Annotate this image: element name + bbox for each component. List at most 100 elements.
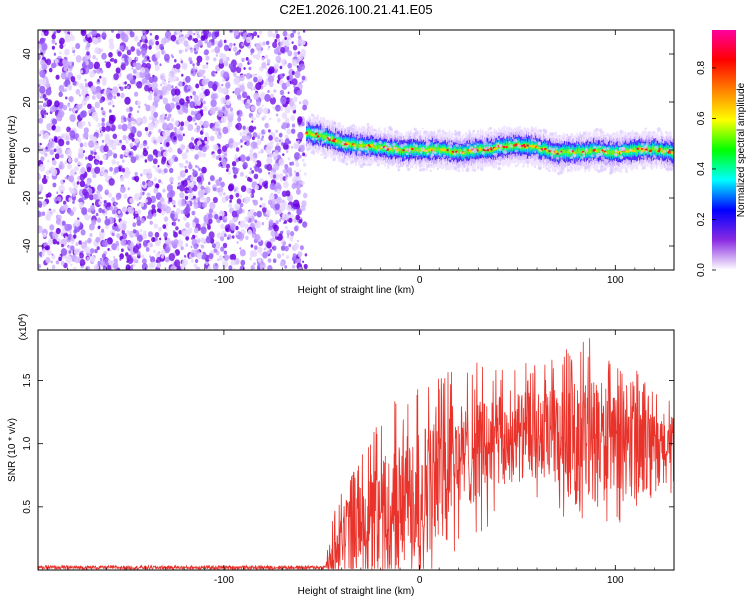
noise-blob — [211, 126, 216, 132]
noise-blob — [41, 177, 48, 185]
noise-blob — [190, 183, 194, 189]
noise-blob — [90, 85, 96, 93]
noise-blob — [250, 106, 254, 110]
noise-blob — [239, 233, 245, 240]
noise-blob — [220, 115, 227, 124]
noise-blob — [254, 234, 261, 241]
noise-blob — [47, 239, 53, 246]
noise-blob — [51, 264, 56, 270]
noise-blob — [52, 159, 57, 166]
noise-blob — [164, 246, 170, 254]
noise-blob — [261, 57, 265, 61]
noise-blob — [100, 69, 104, 74]
noise-blob — [62, 104, 68, 111]
noise-blob — [241, 57, 245, 63]
noise-blob — [107, 264, 112, 270]
noise-blob — [236, 241, 239, 244]
noise-blob — [79, 173, 86, 181]
noise-blob — [139, 228, 143, 233]
noise-blob — [188, 97, 192, 101]
noise-blob — [113, 138, 120, 146]
noise-blob — [84, 247, 88, 252]
noise-blob — [137, 203, 140, 207]
noise-blob — [214, 106, 219, 112]
noise-blob — [294, 170, 297, 174]
noise-blob — [249, 167, 252, 171]
noise-blob — [287, 62, 293, 69]
noise-blob — [261, 222, 265, 226]
noise-blob — [136, 81, 143, 89]
noise-blob — [111, 243, 118, 251]
noise-blob — [253, 126, 257, 130]
noise-blob — [174, 120, 179, 127]
noise-blob — [282, 30, 288, 37]
noise-blob — [147, 133, 151, 138]
noise-blob — [194, 122, 197, 126]
noise-blob — [104, 114, 107, 118]
noise-blob — [234, 203, 241, 211]
noise-blob — [232, 91, 235, 94]
noise-blob — [129, 197, 135, 204]
noise-blob — [287, 50, 293, 57]
noise-blob — [59, 43, 64, 50]
noise-blob — [102, 112, 105, 116]
noise-blob — [282, 241, 287, 246]
noise-blob — [56, 147, 63, 155]
noise-blob — [239, 194, 243, 199]
noise-blob — [190, 110, 195, 116]
noise-blob — [214, 213, 219, 220]
noise-blob — [280, 96, 287, 105]
noise-blob — [218, 157, 222, 161]
noise-blob — [113, 222, 117, 227]
noise-blob — [66, 126, 71, 133]
noise-blob — [65, 96, 68, 100]
noise-blob — [245, 235, 249, 240]
noise-blob — [231, 235, 235, 239]
noise-blob — [176, 186, 180, 190]
noise-blob — [241, 135, 247, 142]
noise-blob — [111, 159, 116, 165]
noise-blob — [282, 153, 285, 157]
noise-blob — [119, 32, 127, 40]
noise-blob — [153, 177, 157, 182]
noise-blob — [184, 195, 189, 200]
noise-blob — [116, 246, 120, 251]
noise-blob — [69, 231, 72, 234]
noise-blob — [89, 248, 95, 254]
noise-blob — [193, 94, 199, 103]
chart-title: C2E1.2026.100.21.41.E05 — [279, 2, 432, 17]
noise-blob — [145, 247, 150, 252]
noise-blob — [130, 264, 134, 268]
noise-blob — [233, 188, 237, 192]
noise-blob — [179, 184, 185, 192]
noise-blob — [65, 255, 73, 264]
noise-blob — [111, 209, 116, 215]
noise-blob — [95, 236, 101, 243]
noise-blob — [39, 142, 42, 146]
noise-blob — [94, 166, 101, 174]
noise-blob — [38, 84, 41, 88]
noise-blob — [101, 139, 105, 143]
noise-blob — [250, 194, 253, 197]
noise-blob — [204, 140, 207, 144]
noise-blob — [174, 259, 181, 268]
noise-blob — [291, 70, 295, 75]
noise-blob — [302, 104, 307, 111]
noise-blob — [122, 54, 125, 57]
noise-blob — [212, 83, 218, 91]
noise-blob — [250, 188, 255, 194]
noise-blob — [301, 200, 307, 207]
noise-blob — [277, 154, 281, 160]
noise-blob — [48, 140, 55, 149]
noise-blob — [124, 60, 129, 66]
noise-blob — [279, 261, 285, 267]
noise-blob — [68, 61, 73, 67]
noise-blob — [125, 264, 131, 270]
noise-blob — [278, 219, 282, 222]
noise-blob — [86, 42, 91, 48]
noise-blob — [73, 234, 77, 239]
noise-blob — [80, 70, 83, 74]
noise-blob — [154, 231, 160, 238]
noise-blob — [255, 73, 257, 76]
noise-blob — [192, 170, 198, 178]
